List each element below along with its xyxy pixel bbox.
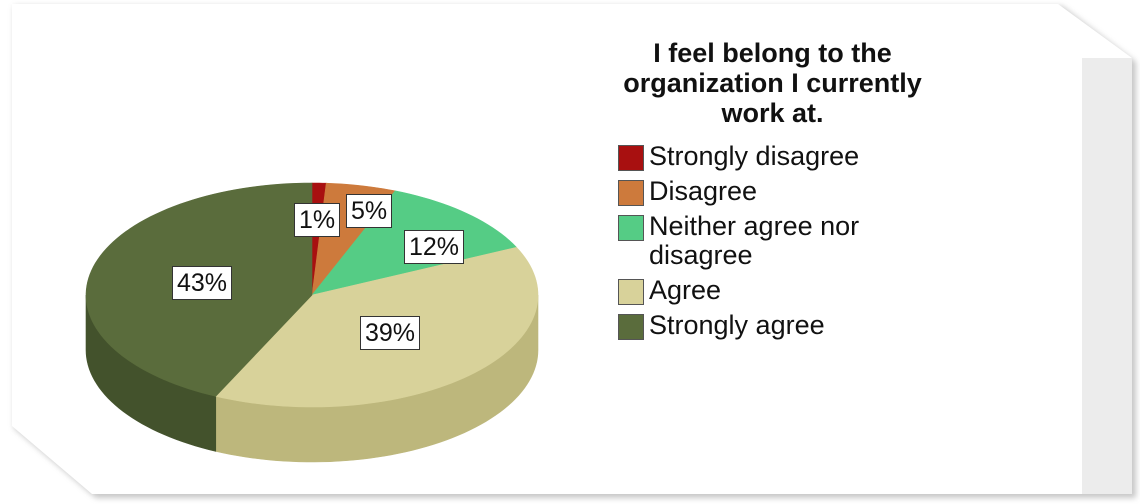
legend-item-neither: Neither agree nor disagree [618, 212, 948, 270]
legend-swatch-strongly-agree [618, 314, 644, 340]
legend-swatch-neither [618, 215, 644, 241]
legend-label-disagree: Disagree [649, 176, 758, 206]
data-label-disagree: 5% [346, 194, 393, 228]
chart-title: I feel belong to the organization I curr… [623, 38, 922, 128]
legend-item-strongly-disagree: Strongly disagree [618, 142, 948, 171]
legend-swatch-disagree [618, 180, 644, 206]
legend-label-neither: Neither agree nor disagree [649, 211, 860, 270]
data-label-agree: 39% [360, 316, 421, 350]
data-label-strongly-agree: 43% [172, 266, 233, 300]
legend-swatch-strongly-disagree [618, 145, 644, 171]
legend-item-strongly-agree: Strongly agree [618, 311, 948, 340]
legend: Strongly disagree Disagree Neither agree… [618, 142, 948, 346]
legend-label-strongly-disagree: Strongly disagree [649, 141, 860, 171]
data-label-strongly-disagree: 1% [294, 203, 341, 237]
legend-item-disagree: Disagree [618, 177, 948, 206]
legend-label-agree: Agree [649, 275, 722, 305]
legend-item-agree: Agree [618, 276, 948, 305]
legend-swatch-agree [618, 279, 644, 305]
legend-label-strongly-agree: Strongly agree [649, 310, 825, 340]
data-label-neither: 12% [404, 230, 465, 264]
